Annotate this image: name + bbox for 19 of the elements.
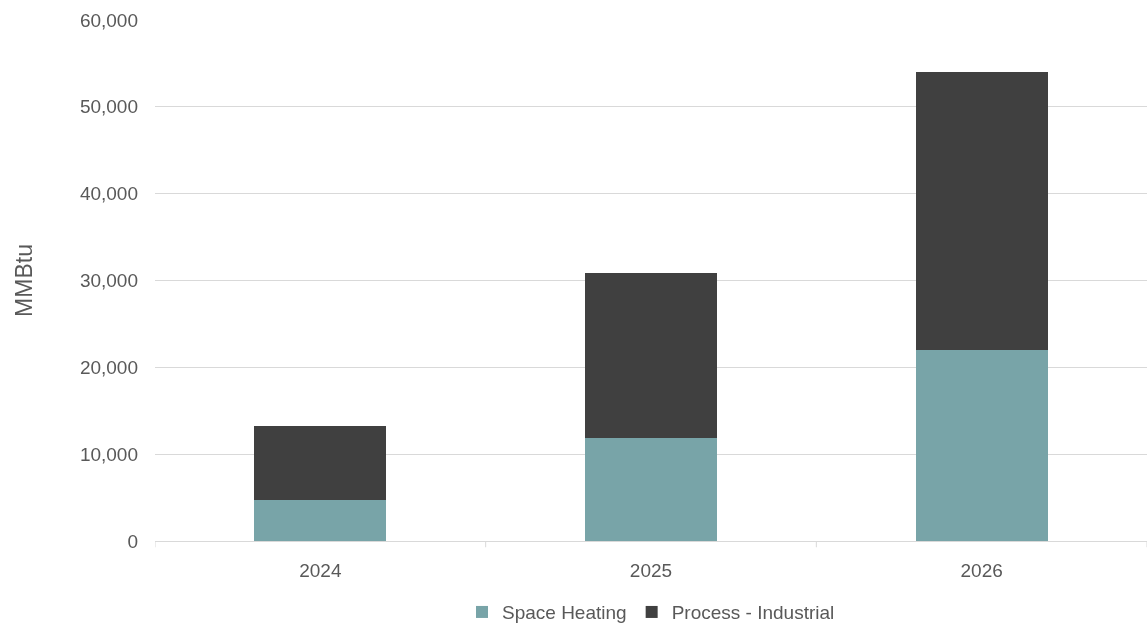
- y-tick-label: 0: [127, 530, 138, 552]
- y-axis-title: MMBtu: [11, 244, 38, 317]
- legend-label: Space Heating: [502, 602, 627, 624]
- y-tick-label: 20,000: [79, 356, 138, 378]
- bar: [584, 437, 718, 541]
- y-tick-label: 40,000: [79, 183, 138, 205]
- legend-label: Process - Industrial: [671, 602, 835, 624]
- bar: [915, 72, 1048, 350]
- bar: [584, 272, 718, 438]
- y-tick-label: 30,000: [79, 270, 138, 292]
- bar: [915, 349, 1048, 541]
- bar: [254, 500, 387, 541]
- x-tick-label: 2024: [299, 559, 342, 581]
- y-tick-label: 50,000: [79, 96, 138, 118]
- y-tick-label: 10,000: [79, 443, 138, 465]
- bar: [254, 426, 387, 501]
- x-tick-label: 2026: [960, 559, 1003, 581]
- x-tick-label: 2025: [629, 559, 673, 581]
- y-tick-label: 60,000: [79, 9, 138, 31]
